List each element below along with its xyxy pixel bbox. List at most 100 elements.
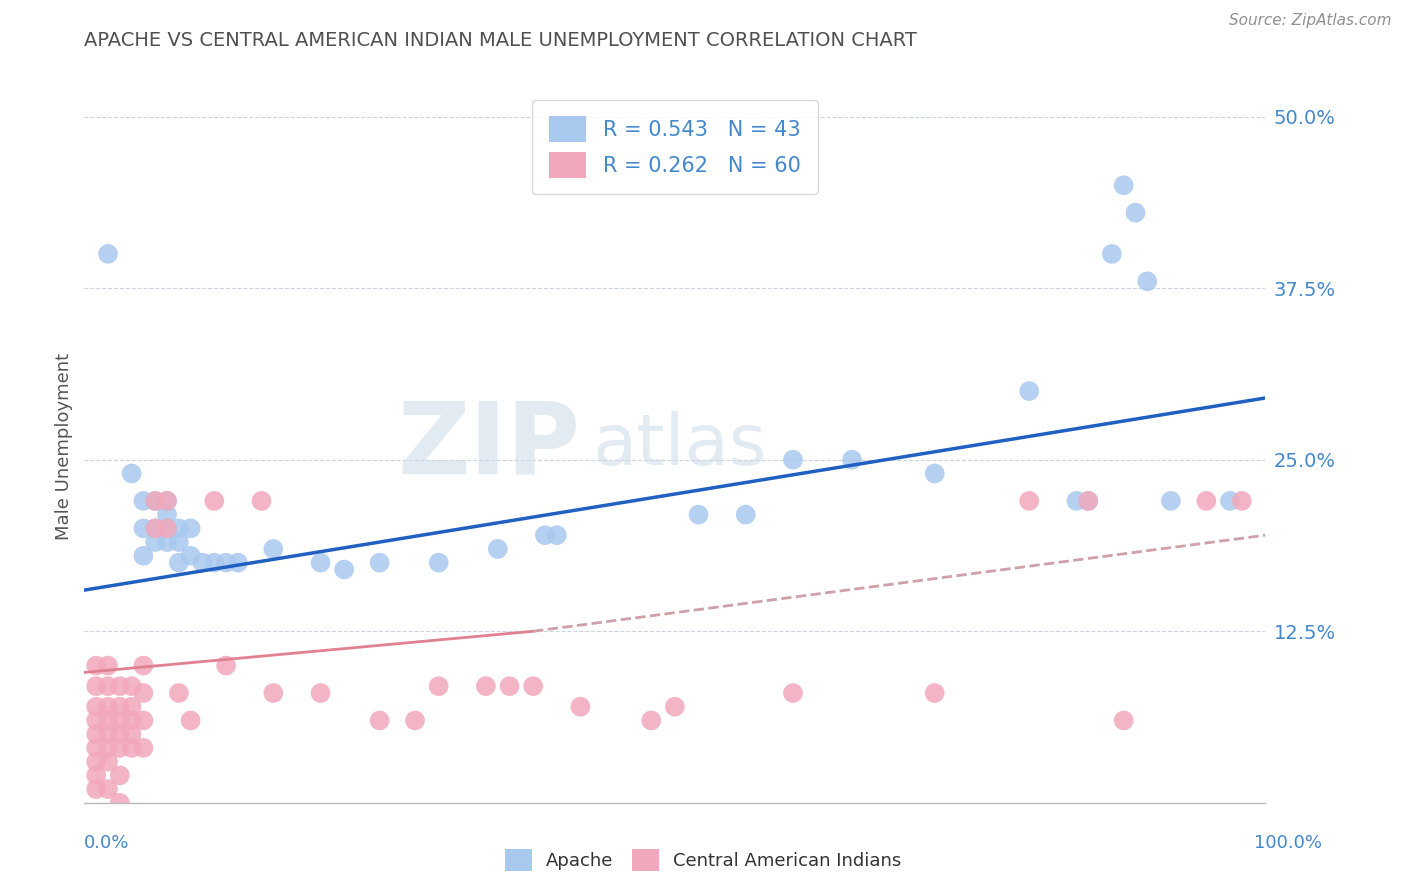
Text: ZIP: ZIP <box>398 398 581 494</box>
Point <box>132 549 155 563</box>
Point <box>97 740 120 755</box>
Point <box>262 686 284 700</box>
Point <box>97 247 120 261</box>
Point <box>333 562 356 576</box>
Point <box>262 541 284 556</box>
Y-axis label: Male Unemployment: Male Unemployment <box>55 352 73 540</box>
Point <box>1077 494 1099 508</box>
Point <box>132 714 155 728</box>
Point <box>143 521 166 535</box>
Point <box>841 452 863 467</box>
Point <box>108 796 131 810</box>
Point <box>84 727 107 741</box>
Point <box>1136 274 1159 288</box>
Point <box>167 521 190 535</box>
Point <box>1112 178 1135 193</box>
Point <box>782 686 804 700</box>
Text: atlas: atlas <box>592 411 766 481</box>
Point <box>427 679 450 693</box>
Point <box>97 699 120 714</box>
Legend: R = 0.543   N = 43, R = 0.262   N = 60: R = 0.543 N = 43, R = 0.262 N = 60 <box>533 100 817 194</box>
Point <box>121 467 143 481</box>
Point <box>156 494 179 508</box>
Point <box>215 556 238 570</box>
Text: 100.0%: 100.0% <box>1254 834 1322 852</box>
Point <box>309 556 332 570</box>
Point <box>640 714 662 728</box>
Point <box>688 508 710 522</box>
Point <box>1112 714 1135 728</box>
Point <box>180 714 202 728</box>
Point <box>546 528 568 542</box>
Point <box>486 541 509 556</box>
Point <box>84 699 107 714</box>
Text: Source: ZipAtlas.com: Source: ZipAtlas.com <box>1229 13 1392 29</box>
Point <box>1219 494 1241 508</box>
Point <box>202 494 225 508</box>
Point <box>108 714 131 728</box>
Point <box>226 556 249 570</box>
Point <box>121 679 143 693</box>
Point <box>121 714 143 728</box>
Point <box>309 686 332 700</box>
Point <box>1101 247 1123 261</box>
Point <box>143 494 166 508</box>
Point <box>156 508 179 522</box>
Point <box>427 556 450 570</box>
Point <box>475 679 498 693</box>
Point <box>97 755 120 769</box>
Point <box>664 699 686 714</box>
Text: 0.0%: 0.0% <box>84 834 129 852</box>
Point <box>143 521 166 535</box>
Point <box>132 658 155 673</box>
Point <box>143 494 166 508</box>
Point <box>84 768 107 782</box>
Point <box>156 494 179 508</box>
Point <box>121 740 143 755</box>
Point <box>534 528 557 542</box>
Point <box>156 535 179 549</box>
Point <box>250 494 273 508</box>
Point <box>132 740 155 755</box>
Point <box>180 549 202 563</box>
Text: APACHE VS CENTRAL AMERICAN INDIAN MALE UNEMPLOYMENT CORRELATION CHART: APACHE VS CENTRAL AMERICAN INDIAN MALE U… <box>84 31 917 50</box>
Point <box>84 755 107 769</box>
Point <box>97 658 120 673</box>
Point <box>108 699 131 714</box>
Point <box>167 556 190 570</box>
Point <box>1230 494 1253 508</box>
Point <box>1018 494 1040 508</box>
Point <box>368 714 391 728</box>
Point <box>522 679 544 693</box>
Point <box>167 535 190 549</box>
Point <box>924 467 946 481</box>
Point <box>132 494 155 508</box>
Point <box>734 508 756 522</box>
Point <box>132 521 155 535</box>
Point <box>1066 494 1088 508</box>
Point <box>1195 494 1218 508</box>
Point <box>132 686 155 700</box>
Point <box>156 521 179 535</box>
Point <box>156 521 179 535</box>
Point <box>1077 494 1099 508</box>
Point <box>108 679 131 693</box>
Legend: Apache, Central American Indians: Apache, Central American Indians <box>498 842 908 879</box>
Point <box>1018 384 1040 398</box>
Point <box>84 714 107 728</box>
Point <box>215 658 238 673</box>
Point <box>569 699 592 714</box>
Point <box>97 714 120 728</box>
Point <box>202 556 225 570</box>
Point <box>121 727 143 741</box>
Point <box>84 679 107 693</box>
Point <box>97 782 120 797</box>
Point <box>97 679 120 693</box>
Point <box>121 699 143 714</box>
Point <box>1160 494 1182 508</box>
Point <box>108 727 131 741</box>
Point <box>368 556 391 570</box>
Point <box>191 556 214 570</box>
Point <box>924 686 946 700</box>
Point <box>97 727 120 741</box>
